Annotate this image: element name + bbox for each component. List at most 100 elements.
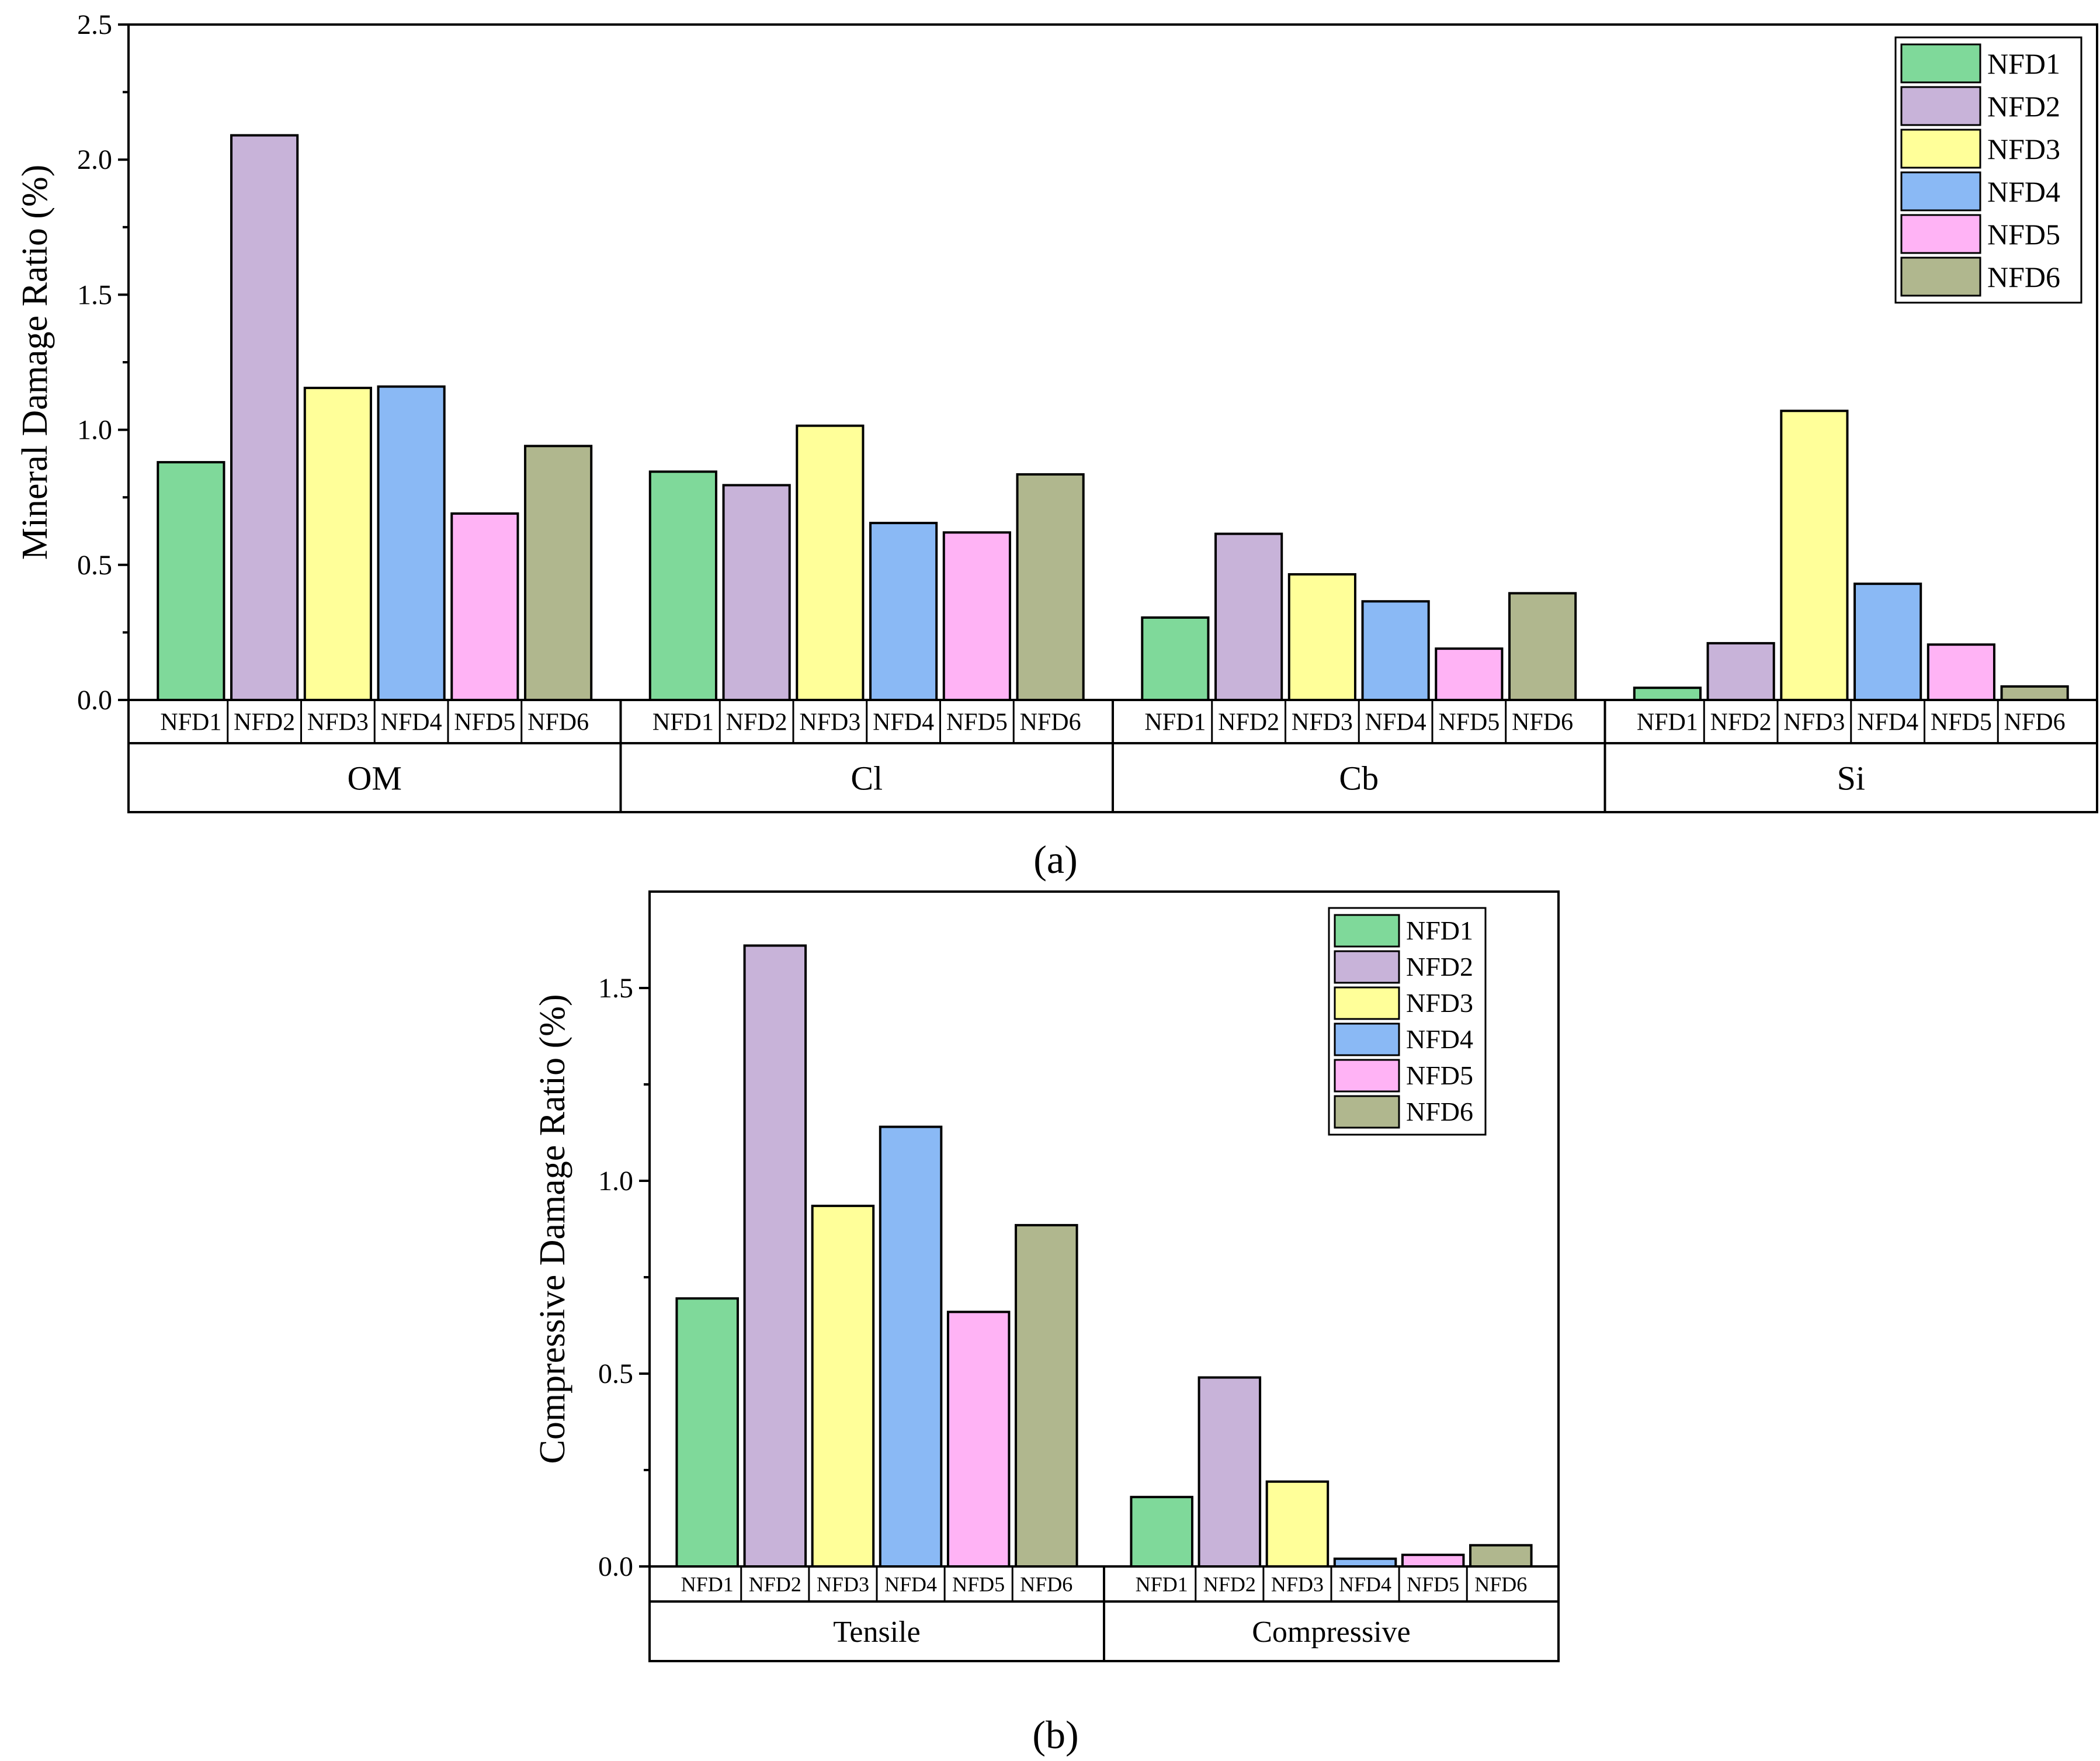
legend-swatch-nfd1 (1900, 43, 1981, 84)
bar-cl-nfd1 (648, 470, 717, 701)
category-label: NFD2 (726, 709, 787, 736)
bar-om-nfd3 (303, 386, 372, 701)
bar-compressive-nfd6 (1469, 1544, 1533, 1568)
category-label: NFD5 (952, 1573, 1005, 1596)
category-label: NFD1 (1637, 709, 1698, 736)
category-label: NFD1 (160, 709, 221, 736)
legend-swatch-nfd2 (1334, 950, 1400, 984)
legend-swatch-nfd5 (1334, 1059, 1400, 1093)
bar-si-nfd5 (1927, 643, 1995, 702)
legend-label-nfd3: NFD3 (1987, 133, 2060, 165)
bar-om-nfd1 (157, 461, 225, 701)
category-label: NFD4 (1857, 709, 1918, 736)
bar-si-nfd3 (1780, 410, 1849, 701)
legend-label-nfd6: NFD6 (1406, 1097, 1473, 1126)
bar-om-nfd4 (377, 385, 446, 701)
category-label: NFD1 (1144, 709, 1206, 736)
category-label: NFD4 (873, 709, 934, 736)
category-label: NFD3 (817, 1573, 869, 1596)
group-label-cl: Cl (851, 759, 883, 797)
category-label: NFD1 (681, 1573, 734, 1596)
legend-label-nfd6: NFD6 (1987, 261, 2060, 293)
category-label: NFD5 (1438, 709, 1499, 736)
legend-label-nfd1: NFD1 (1406, 916, 1473, 945)
bar-compressive-nfd3 (1265, 1480, 1330, 1568)
bar-compressive-nfd4 (1333, 1557, 1397, 1568)
category-label: NFD3 (307, 709, 369, 736)
legend-swatch-nfd5 (1900, 214, 1981, 254)
category-label: NFD2 (749, 1573, 801, 1596)
category-label: NFD5 (1931, 709, 1992, 736)
bar-si-nfd1 (1633, 687, 1702, 702)
legend-label-nfd5: NFD5 (1987, 218, 2060, 251)
bar-om-nfd2 (230, 134, 299, 702)
legend-label-nfd3: NFD3 (1406, 988, 1473, 1018)
bar-tensile-nfd3 (811, 1204, 875, 1568)
bar-cl-nfd2 (722, 484, 791, 702)
chart-compressive-damage-ratio: 0.0 0.5 1.0 1.5 Compressive Damage Ratio (%)… (533, 890, 1560, 1662)
bar-si-nfd6 (2000, 685, 2069, 702)
legend-label-nfd2: NFD2 (1406, 952, 1473, 982)
y-axis-label: Compressive Damage Ratio (%) (533, 994, 572, 1464)
legend: NFD1 NFD2 NFD3 NFD4 NFD5 NFD6 (1894, 36, 2082, 304)
legend-swatch-nfd4 (1334, 1022, 1400, 1056)
category-label: NFD2 (234, 709, 295, 736)
group-label-om: OM (348, 759, 402, 797)
y-axis-label: Mineral Damage Ratio (%) (15, 165, 55, 560)
bar-om-nfd5 (450, 512, 519, 701)
legend-label-nfd2: NFD2 (1987, 90, 2060, 123)
legend-label-nfd4: NFD4 (1406, 1024, 1473, 1054)
y-tick-label: 2.0 (77, 144, 112, 175)
category-label: NFD3 (799, 709, 860, 736)
bar-cl-nfd3 (796, 424, 865, 701)
group-label-tensile: Tensile (833, 1616, 920, 1649)
y-tick-label: 1.0 (77, 415, 112, 446)
bar-compressive-nfd5 (1401, 1554, 1465, 1568)
category-label: NFD5 (946, 709, 1008, 736)
group-label-cb: Cb (1339, 759, 1379, 797)
panel-b-label: (b) (1032, 1713, 1078, 1757)
category-label: NFD6 (1512, 709, 1573, 736)
y-tick-label: 0.5 (77, 550, 112, 581)
y-tick-label: 0.0 (598, 1551, 633, 1582)
legend-swatch-nfd6 (1900, 256, 1981, 297)
category-label: NFD4 (381, 709, 442, 736)
legend-swatch-nfd4 (1900, 171, 1981, 212)
bar-cl-nfd5 (942, 531, 1011, 701)
bar-cb-nfd1 (1141, 616, 1210, 702)
category-label: NFD4 (1339, 1573, 1391, 1596)
category-label: NFD6 (2004, 709, 2066, 736)
category-label: NFD1 (1136, 1573, 1188, 1596)
group-label-si: Si (1837, 759, 1865, 797)
category-label: NFD4 (1365, 709, 1426, 736)
category-label: NFD1 (652, 709, 714, 736)
bar-si-nfd4 (1853, 583, 1922, 702)
legend-swatch-nfd3 (1900, 129, 1981, 169)
legend-swatch-nfd3 (1334, 986, 1400, 1020)
bar-tensile-nfd4 (879, 1125, 943, 1568)
bar-cl-nfd6 (1016, 473, 1085, 701)
bar-cb-nfd2 (1214, 532, 1283, 702)
panel-a-label: (a) (1033, 837, 1077, 882)
y-tick-label: 1.0 (598, 1166, 633, 1197)
category-label: NFD4 (884, 1573, 937, 1596)
bar-cl-nfd4 (869, 522, 938, 701)
y-tick-label: 0.5 (598, 1358, 633, 1389)
bar-om-nfd6 (524, 445, 593, 701)
y-tick-label: 0.0 (77, 685, 112, 716)
category-label: NFD6 (1020, 1573, 1072, 1596)
bar-compressive-nfd2 (1197, 1376, 1262, 1568)
category-label: NFD2 (1218, 709, 1279, 736)
legend-label-nfd4: NFD4 (1987, 175, 2060, 208)
category-label: NFD6 (527, 709, 589, 736)
category-label: NFD2 (1710, 709, 1772, 736)
bar-tensile-nfd1 (675, 1297, 739, 1568)
legend-swatch-nfd1 (1334, 914, 1400, 948)
category-label: NFD6 (1474, 1573, 1527, 1596)
chart-mineral-damage-ratio: 0.0 0.5 1.0 1.5 2.0 2.5 Mineral Damage Ratio (… (15, 9, 2098, 813)
legend: NFD1 NFD2 NFD3 NFD4 NFD5 NFD6 (1328, 907, 1487, 1136)
legend-swatch-nfd6 (1334, 1095, 1400, 1129)
group-label-compressive: Compressive (1252, 1616, 1411, 1649)
y-tick-label: 1.5 (598, 973, 633, 1004)
